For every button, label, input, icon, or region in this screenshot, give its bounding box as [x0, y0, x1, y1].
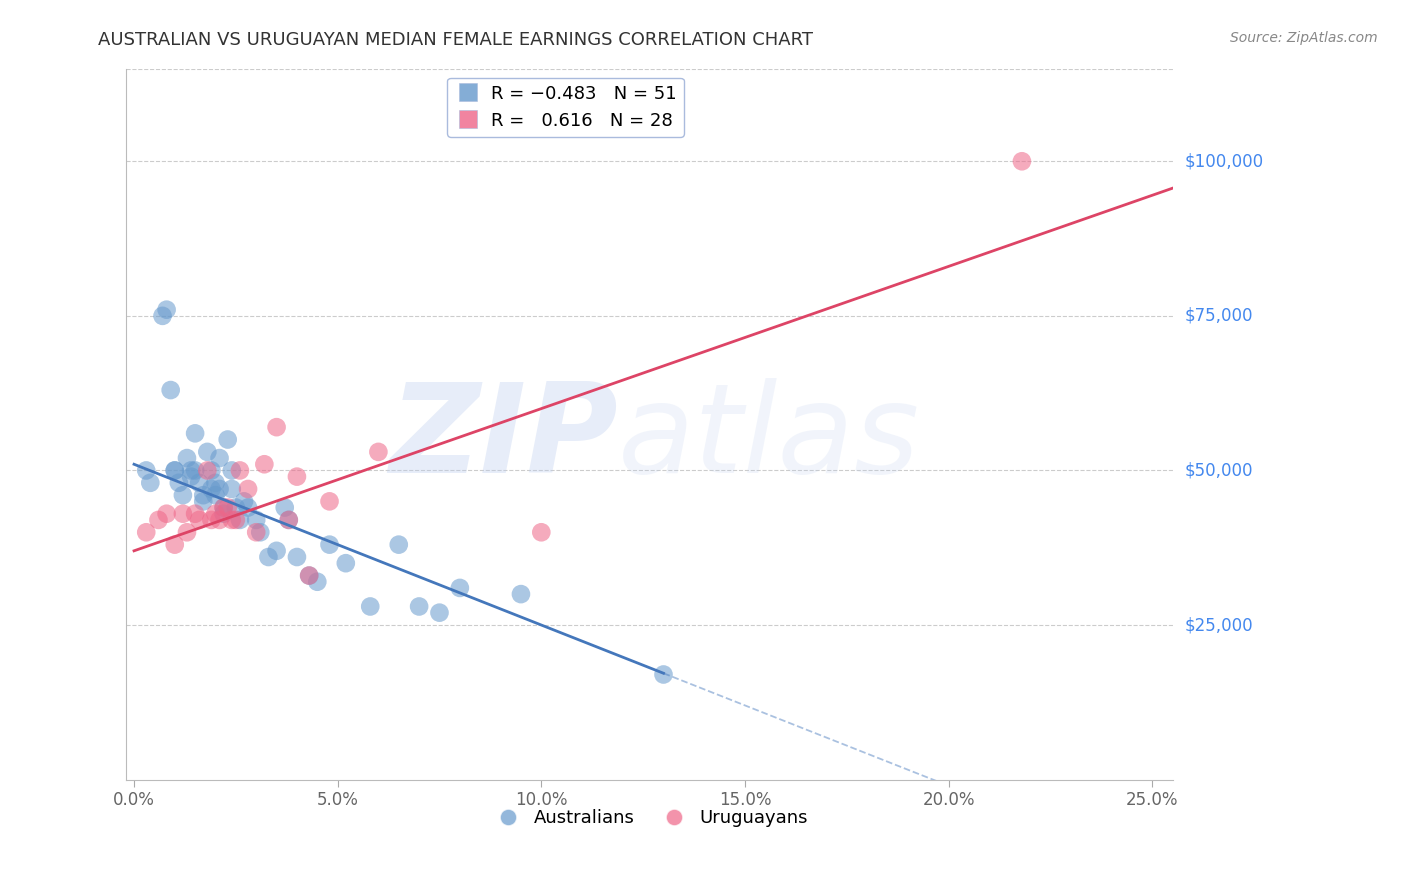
- Point: [530, 525, 553, 540]
- Point: [388, 538, 411, 552]
- Point: [652, 667, 675, 681]
- Point: [266, 420, 288, 434]
- Point: [193, 494, 215, 508]
- Point: [266, 544, 288, 558]
- Point: [335, 556, 357, 570]
- Point: [257, 549, 280, 564]
- Point: [176, 525, 198, 540]
- Point: [510, 587, 533, 601]
- Point: [208, 513, 231, 527]
- Point: [253, 457, 276, 471]
- Point: [148, 513, 170, 527]
- Point: [184, 426, 207, 441]
- Point: [180, 469, 202, 483]
- Text: $50,000: $50,000: [1185, 461, 1253, 479]
- Point: [408, 599, 430, 614]
- Text: $25,000: $25,000: [1185, 616, 1254, 634]
- Point: [233, 494, 256, 508]
- Point: [200, 513, 222, 527]
- Point: [200, 482, 222, 496]
- Text: $75,000: $75,000: [1185, 307, 1253, 325]
- Point: [172, 507, 194, 521]
- Point: [229, 513, 252, 527]
- Point: [195, 463, 218, 477]
- Point: [200, 463, 222, 477]
- Point: [429, 606, 451, 620]
- Legend: Australians, Uruguayans: Australians, Uruguayans: [484, 802, 815, 835]
- Text: $100,000: $100,000: [1185, 153, 1264, 170]
- Point: [155, 507, 177, 521]
- Point: [221, 513, 243, 527]
- Text: Source: ZipAtlas.com: Source: ZipAtlas.com: [1230, 31, 1378, 45]
- Point: [274, 500, 297, 515]
- Point: [285, 549, 308, 564]
- Point: [212, 507, 235, 521]
- Point: [135, 525, 157, 540]
- Point: [277, 513, 299, 527]
- Point: [212, 500, 235, 515]
- Point: [236, 500, 259, 515]
- Point: [277, 513, 299, 527]
- Point: [139, 475, 162, 490]
- Text: AUSTRALIAN VS URUGUAYAN MEDIAN FEMALE EARNINGS CORRELATION CHART: AUSTRALIAN VS URUGUAYAN MEDIAN FEMALE EA…: [98, 31, 814, 49]
- Point: [1011, 154, 1033, 169]
- Point: [204, 488, 226, 502]
- Point: [163, 463, 186, 477]
- Point: [195, 445, 218, 459]
- Point: [307, 574, 329, 589]
- Point: [245, 525, 267, 540]
- Point: [225, 500, 247, 515]
- Point: [225, 513, 247, 527]
- Text: ZIP: ZIP: [389, 378, 617, 499]
- Point: [188, 513, 211, 527]
- Point: [449, 581, 471, 595]
- Point: [152, 309, 174, 323]
- Point: [172, 488, 194, 502]
- Point: [180, 463, 202, 477]
- Point: [163, 463, 186, 477]
- Point: [298, 568, 321, 582]
- Point: [359, 599, 381, 614]
- Point: [184, 463, 207, 477]
- Point: [236, 482, 259, 496]
- Point: [221, 482, 243, 496]
- Point: [176, 451, 198, 466]
- Point: [217, 500, 239, 515]
- Point: [204, 475, 226, 490]
- Point: [188, 475, 211, 490]
- Point: [208, 451, 231, 466]
- Point: [229, 463, 252, 477]
- Point: [184, 507, 207, 521]
- Point: [245, 513, 267, 527]
- Point: [367, 445, 389, 459]
- Point: [159, 383, 181, 397]
- Point: [193, 488, 215, 502]
- Point: [249, 525, 271, 540]
- Point: [217, 433, 239, 447]
- Point: [208, 482, 231, 496]
- Point: [285, 469, 308, 483]
- Point: [221, 463, 243, 477]
- Point: [135, 463, 157, 477]
- Point: [155, 302, 177, 317]
- Point: [163, 538, 186, 552]
- Point: [298, 568, 321, 582]
- Point: [318, 494, 340, 508]
- Point: [318, 538, 340, 552]
- Point: [204, 507, 226, 521]
- Text: atlas: atlas: [617, 378, 920, 499]
- Point: [212, 500, 235, 515]
- Point: [167, 475, 190, 490]
